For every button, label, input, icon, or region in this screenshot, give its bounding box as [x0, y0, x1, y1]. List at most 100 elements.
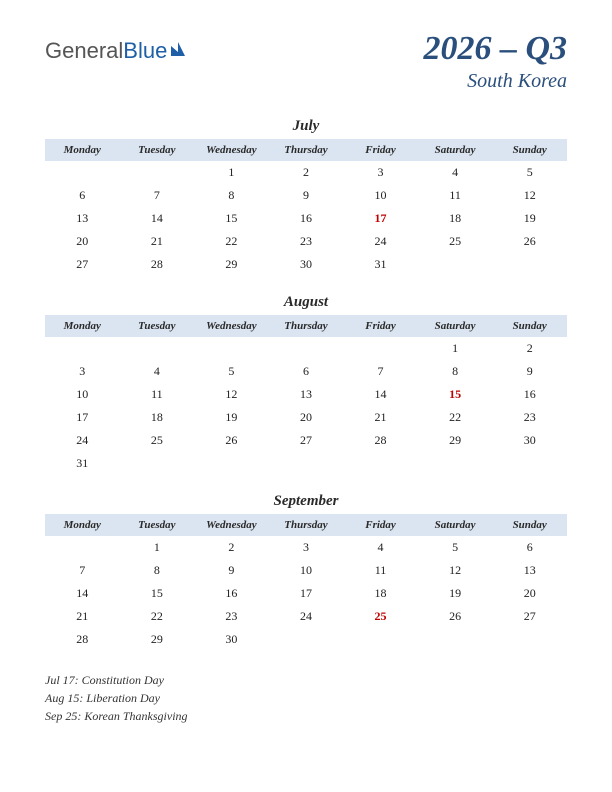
table-row: 12345 [45, 161, 567, 184]
day-cell: 12 [194, 383, 269, 406]
day-cell: 4 [120, 360, 195, 383]
table-row: 17181920212223 [45, 406, 567, 429]
day-cell [194, 337, 269, 360]
day-cell [194, 452, 269, 475]
day-header: Saturday [418, 315, 493, 337]
day-cell: 7 [120, 184, 195, 207]
day-cell: 5 [194, 360, 269, 383]
day-cell: 28 [45, 628, 120, 651]
day-cell [120, 452, 195, 475]
day-cell: 14 [120, 207, 195, 230]
calendar-table: MondayTuesdayWednesdayThursdayFridaySatu… [45, 315, 567, 475]
logo-text-1: General [45, 38, 123, 64]
day-cell: 8 [120, 559, 195, 582]
day-cell: 17 [343, 207, 418, 230]
day-header: Sunday [492, 514, 567, 536]
table-row: 78910111213 [45, 559, 567, 582]
day-header: Friday [343, 514, 418, 536]
day-cell: 17 [269, 582, 344, 605]
day-cell: 20 [492, 582, 567, 605]
day-cell [418, 628, 493, 651]
day-cell: 27 [492, 605, 567, 628]
day-cell: 27 [269, 429, 344, 452]
day-cell: 13 [45, 207, 120, 230]
day-cell: 25 [343, 605, 418, 628]
day-cell: 31 [343, 253, 418, 276]
day-cell: 3 [343, 161, 418, 184]
day-header: Friday [343, 139, 418, 161]
day-header: Thursday [269, 514, 344, 536]
table-row: 13141516171819 [45, 207, 567, 230]
logo-icon [169, 38, 187, 64]
table-row: 10111213141516 [45, 383, 567, 406]
day-header: Saturday [418, 139, 493, 161]
table-row: 21222324252627 [45, 605, 567, 628]
day-cell: 15 [120, 582, 195, 605]
day-cell: 26 [492, 230, 567, 253]
day-header: Tuesday [120, 139, 195, 161]
day-cell: 21 [343, 406, 418, 429]
day-cell [418, 253, 493, 276]
day-cell: 24 [343, 230, 418, 253]
day-cell: 16 [269, 207, 344, 230]
day-cell: 24 [269, 605, 344, 628]
day-cell: 29 [418, 429, 493, 452]
day-header: Wednesday [194, 315, 269, 337]
day-cell: 12 [492, 184, 567, 207]
day-cell: 2 [269, 161, 344, 184]
table-row: 14151617181920 [45, 582, 567, 605]
day-cell: 11 [418, 184, 493, 207]
table-row: 31 [45, 452, 567, 475]
day-cell: 14 [45, 582, 120, 605]
day-cell: 9 [194, 559, 269, 582]
quarter-title: 2026 – Q3 [423, 30, 567, 68]
day-cell: 18 [418, 207, 493, 230]
day-cell: 18 [343, 582, 418, 605]
day-cell: 2 [194, 536, 269, 559]
months-container: JulyMondayTuesdayWednesdayThursdayFriday… [45, 118, 567, 651]
day-cell: 15 [194, 207, 269, 230]
table-row: 282930 [45, 628, 567, 651]
day-cell: 6 [269, 360, 344, 383]
day-cell: 15 [418, 383, 493, 406]
day-header: Wednesday [194, 514, 269, 536]
calendar-table: MondayTuesdayWednesdayThursdayFridaySatu… [45, 514, 567, 651]
day-cell [492, 628, 567, 651]
day-cell: 22 [120, 605, 195, 628]
day-cell: 28 [120, 253, 195, 276]
day-cell: 25 [418, 230, 493, 253]
day-header: Monday [45, 139, 120, 161]
day-cell: 1 [418, 337, 493, 360]
day-cell: 4 [343, 536, 418, 559]
holiday-entry: Aug 15: Liberation Day [45, 689, 567, 707]
table-row: 24252627282930 [45, 429, 567, 452]
day-cell: 29 [120, 628, 195, 651]
day-cell: 30 [269, 253, 344, 276]
day-cell [120, 161, 195, 184]
day-cell: 10 [45, 383, 120, 406]
title-block: 2026 – Q3 South Korea [423, 30, 567, 93]
holiday-list: Jul 17: Constitution DayAug 15: Liberati… [45, 671, 567, 725]
table-row: 123456 [45, 536, 567, 559]
day-cell: 31 [45, 452, 120, 475]
day-cell: 6 [492, 536, 567, 559]
day-header: Thursday [269, 139, 344, 161]
table-row: 20212223242526 [45, 230, 567, 253]
day-cell: 9 [492, 360, 567, 383]
day-header: Monday [45, 514, 120, 536]
day-cell: 19 [492, 207, 567, 230]
calendar-table: MondayTuesdayWednesdayThursdayFridaySatu… [45, 139, 567, 276]
day-cell: 22 [194, 230, 269, 253]
day-cell: 21 [120, 230, 195, 253]
day-cell: 1 [194, 161, 269, 184]
day-cell: 27 [45, 253, 120, 276]
day-cell [492, 452, 567, 475]
month-block: JulyMondayTuesdayWednesdayThursdayFriday… [45, 118, 567, 276]
day-cell [120, 337, 195, 360]
day-header: Saturday [418, 514, 493, 536]
day-cell: 13 [492, 559, 567, 582]
table-row: 6789101112 [45, 184, 567, 207]
day-cell [492, 253, 567, 276]
day-header: Tuesday [120, 315, 195, 337]
day-cell: 8 [194, 184, 269, 207]
